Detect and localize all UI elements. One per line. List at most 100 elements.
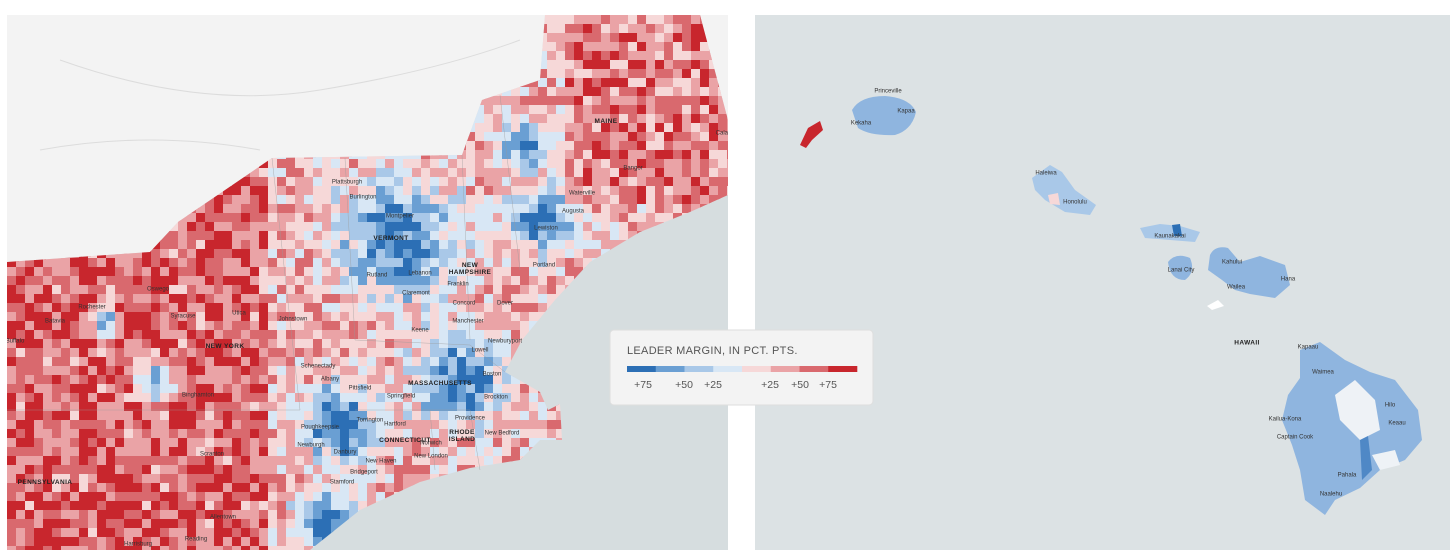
county-cell — [340, 159, 352, 168]
county-cell — [250, 537, 262, 546]
county-cell — [313, 348, 325, 357]
county-cell — [160, 312, 172, 321]
county-cell — [520, 321, 529, 330]
county-cell — [196, 240, 208, 249]
county-cell — [349, 294, 361, 303]
county-cell — [88, 519, 97, 528]
county-cell — [61, 375, 70, 384]
county-cell — [349, 285, 358, 294]
county-cell — [691, 159, 703, 168]
county-cell — [709, 105, 718, 114]
county-cell — [520, 123, 529, 132]
county-cell — [304, 402, 316, 411]
county-cell — [7, 321, 16, 330]
county-cell — [160, 276, 169, 285]
city-label: Newburyport — [488, 339, 522, 345]
legend-label: +50 — [791, 379, 809, 391]
county-cell — [358, 465, 370, 474]
county-cell — [178, 258, 187, 267]
county-cell — [331, 285, 340, 294]
county-cell — [529, 420, 538, 429]
county-cell — [376, 177, 385, 186]
county-cell — [205, 393, 217, 402]
county-cell — [421, 393, 430, 402]
county-cell — [502, 402, 514, 411]
county-cell — [268, 366, 277, 375]
county-cell — [655, 78, 664, 87]
county-cell — [430, 186, 439, 195]
county-cell — [214, 330, 223, 339]
county-cell — [376, 375, 385, 384]
county-cell — [529, 222, 538, 231]
county-cell — [196, 483, 208, 492]
county-cell — [619, 150, 628, 159]
city-label: Allentown — [210, 515, 236, 521]
county-cell — [268, 231, 277, 240]
county-cell — [160, 492, 172, 501]
county-cell — [43, 321, 52, 330]
county-cell — [637, 24, 646, 33]
county-cell — [511, 204, 520, 213]
county-cell — [610, 177, 619, 186]
county-cell — [637, 69, 646, 78]
county-cell — [205, 537, 217, 546]
county-cell — [277, 366, 289, 375]
county-cell — [439, 402, 451, 411]
county-cell — [493, 384, 502, 393]
city-label: Danbury — [334, 450, 357, 456]
county-cell — [295, 492, 307, 501]
county-cell — [340, 366, 349, 375]
county-cell — [277, 276, 286, 285]
county-cell — [700, 87, 712, 96]
county-cell — [358, 384, 367, 393]
county-cell — [133, 321, 145, 330]
county-cell — [565, 240, 574, 249]
county-cell — [286, 456, 298, 465]
county-cell — [529, 168, 538, 177]
county-cell — [205, 510, 214, 519]
state-label-line: MAINE — [595, 118, 618, 125]
county-cell — [277, 177, 286, 186]
county-cell — [43, 474, 52, 483]
county-cell — [286, 375, 298, 384]
county-cell — [421, 204, 433, 213]
county-cell — [106, 546, 118, 550]
county-cell — [673, 186, 682, 195]
county-cell — [70, 276, 79, 285]
county-cell — [349, 384, 361, 393]
county-cell — [196, 501, 208, 510]
state-label-line: VERMONT — [373, 235, 408, 242]
county-cell — [16, 420, 28, 429]
county-cell — [484, 150, 493, 159]
county-cell — [655, 96, 664, 105]
county-cell — [16, 492, 25, 501]
county-cell — [574, 195, 586, 204]
county-cell — [187, 465, 199, 474]
county-cell — [259, 384, 268, 393]
county-cell — [295, 429, 304, 438]
county-cell — [223, 231, 235, 240]
county-cell — [394, 186, 403, 195]
county-cell — [214, 537, 226, 546]
county-cell — [340, 330, 349, 339]
county-cell — [322, 429, 331, 438]
county-cell — [88, 276, 100, 285]
county-cell — [475, 312, 484, 321]
county-cell — [583, 87, 595, 96]
county-cell — [439, 411, 448, 420]
county-cell — [484, 366, 493, 375]
county-cell — [601, 222, 610, 231]
legend-label: +75 — [819, 379, 837, 391]
county-cell — [367, 186, 376, 195]
county-cell — [232, 546, 244, 550]
county-cell — [385, 375, 397, 384]
county-cell — [205, 420, 217, 429]
county-cell — [511, 429, 523, 438]
county-cell — [538, 294, 550, 303]
county-cell — [304, 528, 316, 537]
county-cell — [331, 519, 340, 528]
county-cell — [277, 528, 286, 537]
county-cell — [439, 456, 451, 465]
county-cell — [628, 33, 640, 42]
county-cell — [619, 51, 628, 60]
